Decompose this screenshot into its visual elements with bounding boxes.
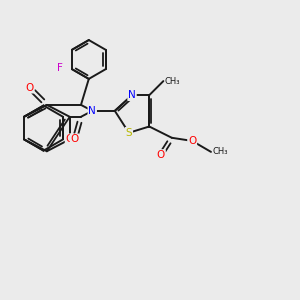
Text: O: O <box>188 136 196 146</box>
Text: CH₃: CH₃ <box>212 147 228 156</box>
Text: O: O <box>157 150 165 160</box>
Text: N: N <box>128 90 136 100</box>
Text: S: S <box>126 128 132 138</box>
Text: N: N <box>88 106 96 116</box>
Text: O: O <box>66 134 74 144</box>
Text: O: O <box>26 83 34 93</box>
Text: F: F <box>57 63 63 73</box>
Text: CH₃: CH₃ <box>165 76 180 85</box>
Text: O: O <box>70 134 79 144</box>
